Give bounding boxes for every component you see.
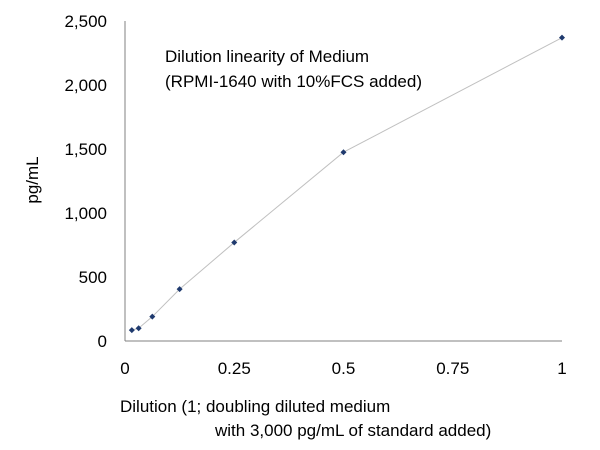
y-tick-label: 0: [98, 332, 107, 351]
data-point: [149, 313, 156, 320]
x-axis-title-line-2: with 3,000 pg/mL of standard added): [214, 421, 491, 440]
data-point: [340, 149, 347, 156]
y-axis-title: pg/mL: [23, 156, 42, 203]
chart-annotation-line-2: (RPMI-1640 with 10%FCS added): [165, 72, 422, 91]
x-tick-label: 0.75: [436, 359, 469, 378]
y-tick-label: 500: [79, 268, 107, 287]
data-point: [231, 239, 238, 246]
data-series: [128, 34, 565, 334]
y-tick-label: 2,000: [64, 76, 107, 95]
data-point: [559, 34, 565, 41]
y-tick-label: 1,500: [64, 140, 107, 159]
data-point: [128, 327, 135, 334]
x-tick-label: 0: [120, 359, 129, 378]
chart-annotation-line-1: Dilution linearity of Medium: [165, 47, 369, 66]
x-axis-title-line-1: Dilution (1; doubling diluted medium: [120, 397, 390, 416]
y-tick-label: 2,500: [64, 12, 107, 31]
x-axis-ticks: 0 0.25 0.5 0.75 1: [120, 359, 566, 378]
y-axis-ticks: 0 500 1,000 1,500 2,000 2,500: [64, 12, 107, 351]
data-point: [135, 325, 142, 332]
x-tick-label: 0.5: [332, 359, 356, 378]
data-point: [176, 286, 183, 293]
x-tick-label: 1: [557, 359, 566, 378]
axes: [124, 21, 562, 342]
x-tick-label: 0.25: [218, 359, 251, 378]
y-tick-label: 1,000: [64, 204, 107, 223]
